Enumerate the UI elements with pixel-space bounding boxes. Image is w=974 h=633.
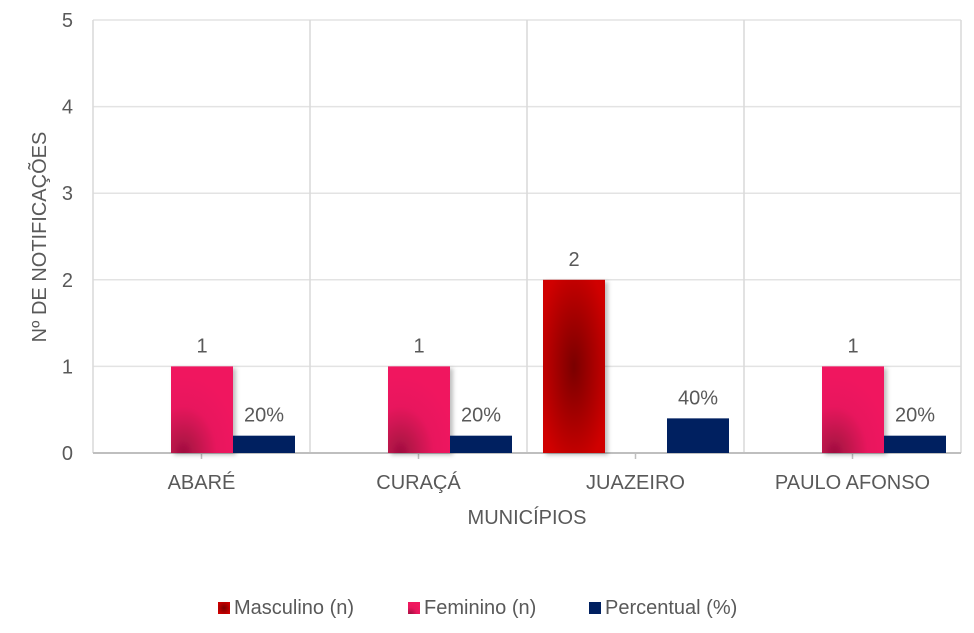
data-label: 1 xyxy=(847,335,858,357)
bar-2-2 xyxy=(667,418,729,453)
bar-1-1 xyxy=(388,366,450,453)
x-tick-label: JUAZEIRO xyxy=(586,472,685,494)
legend: Masculino (n) Feminino (n) Percentual (%) xyxy=(218,597,737,619)
data-label: 20% xyxy=(461,405,501,427)
y-tick-label: 4 xyxy=(62,97,73,119)
bar-0-2 xyxy=(543,279,605,453)
y-tick-label: 0 xyxy=(62,443,73,465)
x-tick-label: PAULO AFONSO xyxy=(775,472,930,494)
bar-2-0 xyxy=(233,435,295,453)
y-axis-title: Nº DE NOTIFICAÇÕES xyxy=(27,132,51,343)
legend-swatch-2 xyxy=(589,602,601,614)
bars xyxy=(171,279,946,453)
data-label: 1 xyxy=(196,335,207,357)
y-tick-label: 1 xyxy=(62,356,73,378)
labels: 0 1 2 3 4 5 ABARÉ 1 20% CURAÇÁ 1 20% JUAZEIRO 2 40% PAU… xyxy=(62,10,935,494)
x-axis-title: MUNICÍPIOS xyxy=(468,506,587,529)
data-label: 1 xyxy=(413,335,424,357)
y-tick-label: 5 xyxy=(62,10,73,32)
x-tick-label: ABARÉ xyxy=(168,471,236,494)
bar-1-0 xyxy=(171,366,233,453)
bar-2-1 xyxy=(450,435,512,453)
legend-swatch-1 xyxy=(408,602,420,614)
y-tick-label: 2 xyxy=(62,270,73,292)
data-label: 20% xyxy=(244,405,284,427)
legend-swatch-0 xyxy=(218,602,230,614)
x-tick-label: CURAÇÁ xyxy=(376,471,461,494)
data-label: 2 xyxy=(568,249,579,271)
legend-label-1: Feminino (n) xyxy=(424,597,536,619)
legend-label-0: Masculino (n) xyxy=(234,597,354,619)
bar-1-3 xyxy=(822,366,884,453)
data-label: 40% xyxy=(678,387,718,409)
legend-label-2: Percentual (%) xyxy=(605,597,737,619)
y-tick-label: 3 xyxy=(62,183,73,205)
data-label: 20% xyxy=(895,405,935,427)
bar-2-3 xyxy=(884,435,946,453)
